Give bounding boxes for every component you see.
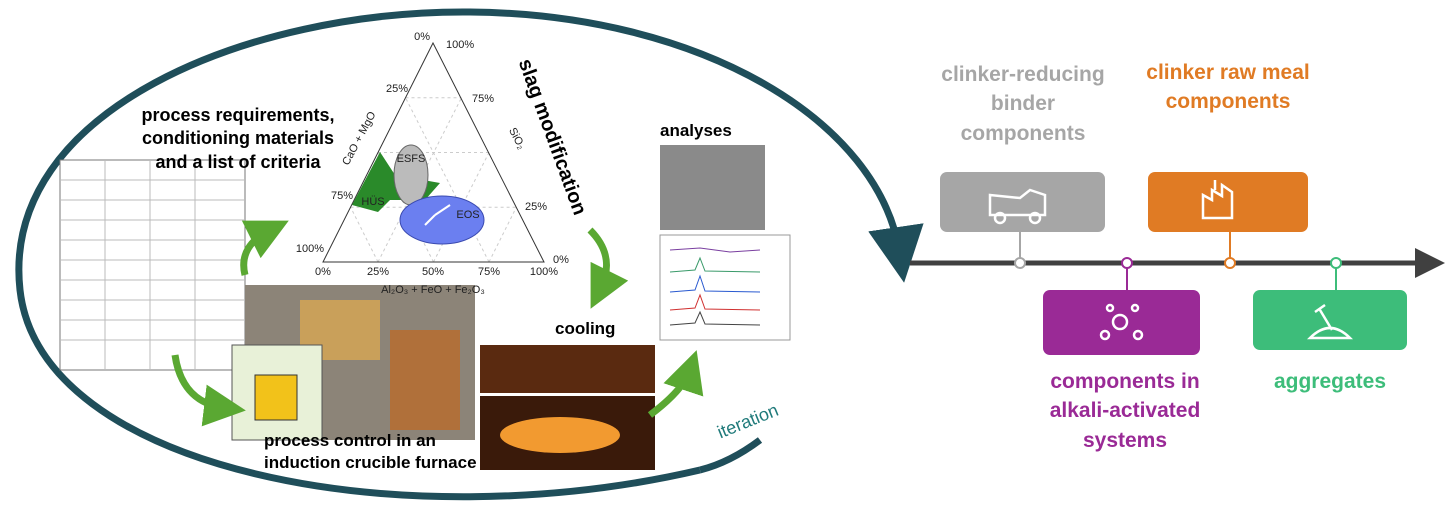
region-label: HÜS (361, 196, 384, 208)
cooling-photo (480, 345, 655, 393)
furnace-photo (390, 330, 460, 430)
axis-label: SiO₂ (506, 126, 527, 152)
tick-label: 75% (478, 266, 500, 278)
tick-label: 25% (386, 83, 408, 95)
crucible-sketch (255, 375, 297, 420)
sem-image (660, 145, 765, 230)
analyses-label: analyses (660, 120, 732, 142)
tick-label: 0% (553, 254, 569, 266)
app-box (1253, 290, 1407, 350)
criteria-table (60, 160, 245, 370)
tick-label: 100% (446, 39, 474, 51)
axis-label: CaO + MgO (340, 109, 378, 167)
axis-label: Al₂O₃ + FeO + Fe₂O₃ (381, 284, 485, 296)
page: ESFS HÜS EOS 0% 25% 75% 100% 100% 75% 25… (0, 0, 1448, 507)
app-label: clinker-reducing binder components (928, 60, 1118, 148)
process-control-label: process control in an induction crucible… (264, 430, 484, 474)
requirements-label: process requirements, conditioning mater… (138, 104, 338, 174)
region-label: EOS (456, 209, 479, 221)
app-label: components in alkali-activated systems (1030, 367, 1220, 455)
app-box (940, 172, 1105, 232)
tick-label: 100% (296, 243, 324, 255)
node (1225, 258, 1235, 268)
app-box (1148, 172, 1308, 232)
node (1015, 258, 1025, 268)
tick-label: 50% (422, 266, 444, 278)
node (1331, 258, 1341, 268)
app-label: aggregates (1240, 367, 1420, 396)
cooling-photo (500, 417, 620, 453)
tick-label: 100% (530, 266, 558, 278)
iteration-loop (700, 440, 760, 470)
tick-label: 25% (367, 266, 389, 278)
tick-label: 25% (525, 201, 547, 213)
tick-label: 0% (315, 266, 331, 278)
cooling-label: cooling (555, 318, 615, 340)
tick-label: 75% (472, 93, 494, 105)
app-box (1043, 290, 1200, 355)
tick-label: 0% (414, 31, 430, 43)
tick-label: 75% (331, 190, 353, 202)
node (1122, 258, 1132, 268)
region-label: ESFS (397, 153, 426, 165)
app-label: clinker raw meal components (1138, 58, 1318, 117)
